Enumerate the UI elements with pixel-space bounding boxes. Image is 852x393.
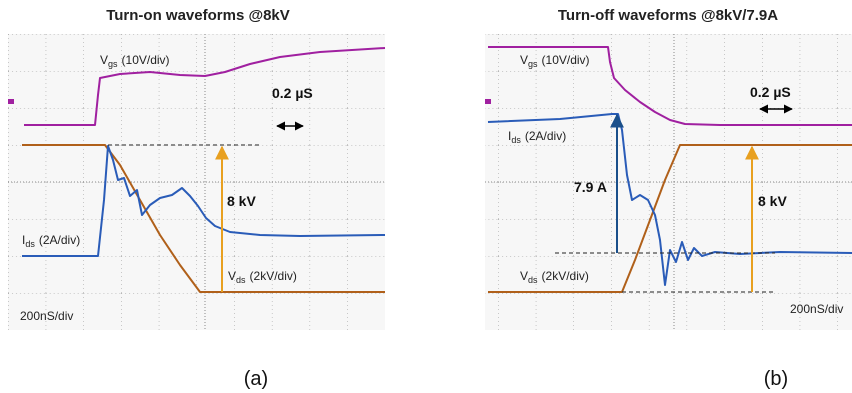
subscript: ds xyxy=(511,135,521,145)
symbol: V xyxy=(520,269,528,283)
scale: (10V/div) xyxy=(542,53,590,67)
channel-marker xyxy=(8,99,14,104)
time-marker: 0.2 µS xyxy=(750,84,791,100)
scale: (2kV/div) xyxy=(542,269,589,283)
symbol: V xyxy=(520,53,528,67)
panel-a: Turn-on waveforms @8kV 0.2 µS 8 kV Vgs (1… xyxy=(8,7,385,390)
figure: Turn-on waveforms @8kV 0.2 µS 8 kV Vgs (1… xyxy=(0,0,852,393)
symbol: V xyxy=(228,269,236,283)
timebase: 200nS/div xyxy=(790,302,843,316)
panel-title: Turn-on waveforms @8kV xyxy=(106,7,290,24)
subscript: ds xyxy=(528,275,538,285)
channel-marker xyxy=(485,99,491,104)
panel-title: Turn-off waveforms @8kV/7.9A xyxy=(558,7,778,24)
caption: (a) xyxy=(244,368,268,390)
scale: (2A/div) xyxy=(525,129,566,143)
voltage-label: 8 kV xyxy=(758,193,787,209)
panel-b: Turn-off waveforms @8kV/7.9A 0.2 µS 7.9 … xyxy=(485,7,852,390)
scale: (10V/div) xyxy=(122,53,170,67)
subscript: ds xyxy=(236,275,246,285)
voltage-label: 8 kV xyxy=(227,193,256,209)
symbol: V xyxy=(100,53,108,67)
subscript: gs xyxy=(108,59,118,69)
scale: (2kV/div) xyxy=(250,269,297,283)
caption: (b) xyxy=(764,368,788,390)
timebase: 200nS/div xyxy=(20,309,73,323)
current-label: 7.9 A xyxy=(574,179,607,195)
time-marker: 0.2 µS xyxy=(272,85,313,101)
subscript: gs xyxy=(528,59,538,69)
subscript: ds xyxy=(25,239,35,249)
scale: (2A/div) xyxy=(39,233,80,247)
